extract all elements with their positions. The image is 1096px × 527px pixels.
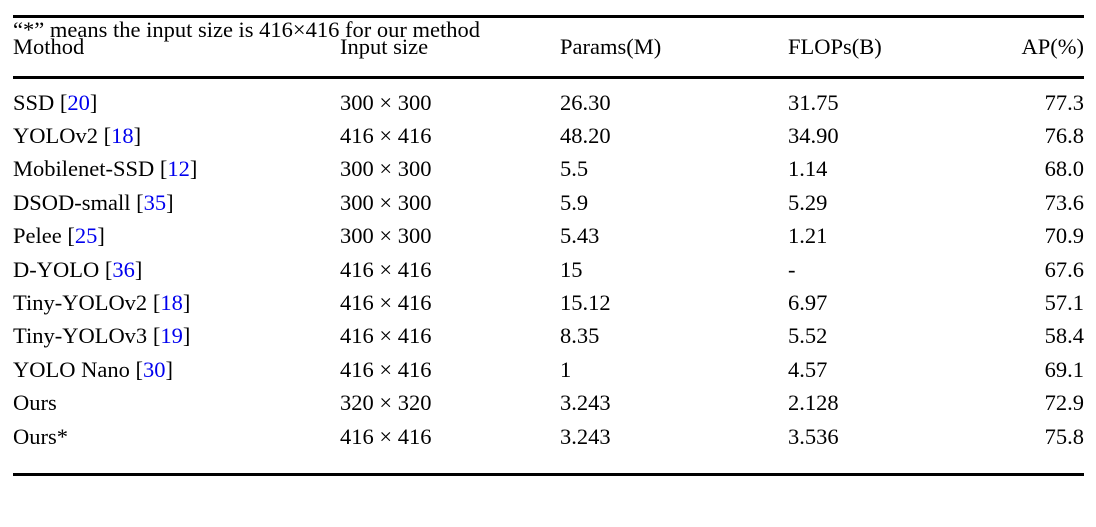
- flops-cell: 3.536: [788, 423, 839, 449]
- method-name: DSOD-small: [13, 189, 131, 215]
- table-row: YOLOv2 [18] 416 × 416 48.20 34.90 76.8: [13, 119, 1084, 152]
- method-name: D-YOLO: [13, 256, 100, 282]
- flops-cell: 4.57: [788, 356, 828, 382]
- ap-cell: 69.1: [1044, 356, 1084, 382]
- method-cell: D-YOLO [36]: [13, 256, 143, 282]
- input-size-cell: 300 × 300: [340, 223, 432, 249]
- params-cell: 5.9: [560, 189, 589, 215]
- params-cell: 8.35: [560, 323, 600, 349]
- flops-cell: 2.128: [788, 390, 839, 416]
- column-header-flops: FLOPs(B): [788, 34, 882, 59]
- method-cell: SSD [20]: [13, 89, 98, 115]
- column-header-method: Mothod: [13, 34, 85, 59]
- table-row: Tiny-YOLOv2 [18] 416 × 416 15.12 6.97 57.1: [13, 286, 1084, 319]
- flops-cell: 31.75: [788, 89, 839, 115]
- column-header-ap: AP(%): [1021, 34, 1085, 59]
- flops-cell: 6.97: [788, 290, 828, 316]
- method-cell: YOLOv2 [18]: [13, 123, 142, 149]
- method-name: Ours*: [13, 423, 68, 449]
- ap-cell: 70.9: [1044, 223, 1084, 249]
- flops-cell: 5.52: [788, 323, 828, 349]
- citation-link[interactable]: 19: [160, 323, 183, 349]
- input-size-cell: 416 × 416: [340, 256, 432, 282]
- method-cell: DSOD-small [35]: [13, 189, 174, 215]
- table-row: DSOD-small [35] 300 × 300 5.9 5.29 73.6: [13, 186, 1084, 219]
- table-body: SSD [20] 300 × 300 26.30 31.75 77.3 YOLOv2 [1…: [13, 79, 1084, 473]
- flops-cell: 5.29: [788, 189, 828, 215]
- ap-cell: 73.6: [1044, 189, 1084, 215]
- flops-cell: 1.21: [788, 223, 828, 249]
- flops-cell: 1.14: [788, 156, 828, 182]
- input-size-cell: 416 × 416: [340, 356, 432, 382]
- table-row: YOLO Nano [30] 416 × 416 1 4.57 69.1: [13, 353, 1084, 386]
- column-header-input-size: Input size: [340, 34, 429, 59]
- method-cell: YOLO Nano [30]: [13, 356, 173, 382]
- column-header-params: Params(M): [560, 34, 662, 59]
- params-cell: 5.5: [560, 156, 589, 182]
- ap-cell: 58.4: [1044, 323, 1084, 349]
- method-cell: Ours*: [13, 424, 340, 450]
- table-row: Tiny-YOLOv3 [19] 416 × 416 8.35 5.52 58.4: [13, 320, 1084, 353]
- flops-cell: 34.90: [788, 123, 839, 149]
- input-size-cell: 416 × 416: [340, 290, 432, 316]
- citation-link[interactable]: 18: [111, 123, 134, 149]
- input-size-cell: 300 × 300: [340, 89, 432, 115]
- method-cell: Ours: [13, 390, 340, 416]
- ap-cell: 76.8: [1044, 123, 1084, 149]
- table-header-row: Mothod Input size Params(M) FLOPs(B) AP(…: [13, 18, 1084, 76]
- method-name: YOLO Nano: [13, 356, 130, 382]
- input-size-cell: 416 × 416: [340, 123, 432, 149]
- method-cell: Tiny-YOLOv3 [19]: [13, 323, 191, 349]
- params-cell: 48.20: [560, 123, 611, 149]
- citation-link[interactable]: 18: [160, 290, 183, 316]
- params-cell: 15.12: [560, 290, 611, 316]
- table-bottom-rule: [13, 473, 1084, 476]
- method-name: Pelee: [13, 223, 62, 249]
- input-size-cell: 300 × 300: [340, 189, 432, 215]
- ap-cell: 77.3: [1044, 89, 1084, 115]
- ap-cell: 72.9: [1044, 390, 1084, 416]
- flops-cell: -: [788, 256, 796, 282]
- method-name: Tiny-YOLOv2: [13, 290, 148, 316]
- citation-link[interactable]: 20: [67, 89, 90, 115]
- method-cell: Tiny-YOLOv2 [18]: [13, 290, 191, 316]
- citation-link[interactable]: 36: [112, 256, 135, 282]
- method-cell: Pelee [25]: [13, 223, 105, 249]
- table-footnote: “*” means the input size is 416×416 for …: [13, 17, 480, 42]
- table-row: Mobilenet-SSD [12] 300 × 300 5.5 1.14 68.0: [13, 153, 1084, 186]
- input-size-cell: 416 × 416: [340, 323, 432, 349]
- input-size-cell: 416 × 416: [340, 423, 432, 449]
- method-name: Ours: [13, 390, 57, 416]
- table-row: Pelee [25] 300 × 300 5.43 1.21 70.9: [13, 220, 1084, 253]
- method-name: Tiny-YOLOv3: [13, 323, 148, 349]
- table-row: Ours* 416 × 416 3.243 3.536 75.8: [13, 420, 1084, 453]
- citation-link[interactable]: 25: [74, 223, 98, 249]
- method-cell: Mobilenet-SSD [12]: [13, 156, 198, 182]
- table-row: D-YOLO [36] 416 × 416 15 - 67.6: [13, 253, 1084, 286]
- table-row: SSD [20] 300 × 300 26.30 31.75 77.3: [13, 86, 1084, 119]
- ap-cell: 68.0: [1044, 156, 1084, 182]
- params-cell: 15: [560, 256, 583, 282]
- table-row: Ours 320 × 320 3.243 2.128 72.9: [13, 387, 1084, 420]
- params-cell: 5.43: [560, 223, 600, 249]
- ap-cell: 57.1: [1044, 290, 1084, 316]
- method-name: YOLOv2: [13, 123, 98, 149]
- citation-link[interactable]: 35: [143, 189, 167, 215]
- params-cell: 3.243: [560, 423, 611, 449]
- params-cell: 3.243: [560, 390, 611, 416]
- ap-cell: 67.6: [1044, 256, 1084, 282]
- params-cell: 1: [560, 356, 572, 382]
- ap-cell: 75.8: [1044, 423, 1084, 449]
- input-size-cell: 320 × 320: [340, 390, 432, 416]
- table-header-rule: [13, 76, 1084, 79]
- input-size-cell: 300 × 300: [340, 156, 432, 182]
- citation-link[interactable]: 30: [142, 356, 166, 382]
- citation-link[interactable]: 12: [167, 156, 190, 182]
- method-name: Mobilenet-SSD: [13, 156, 155, 182]
- method-name: SSD: [13, 89, 55, 115]
- params-cell: 26.30: [560, 89, 611, 115]
- comparison-table: Mothod Input size Params(M) FLOPs(B) AP(…: [13, 15, 1084, 476]
- table-top-rule: [13, 15, 1084, 18]
